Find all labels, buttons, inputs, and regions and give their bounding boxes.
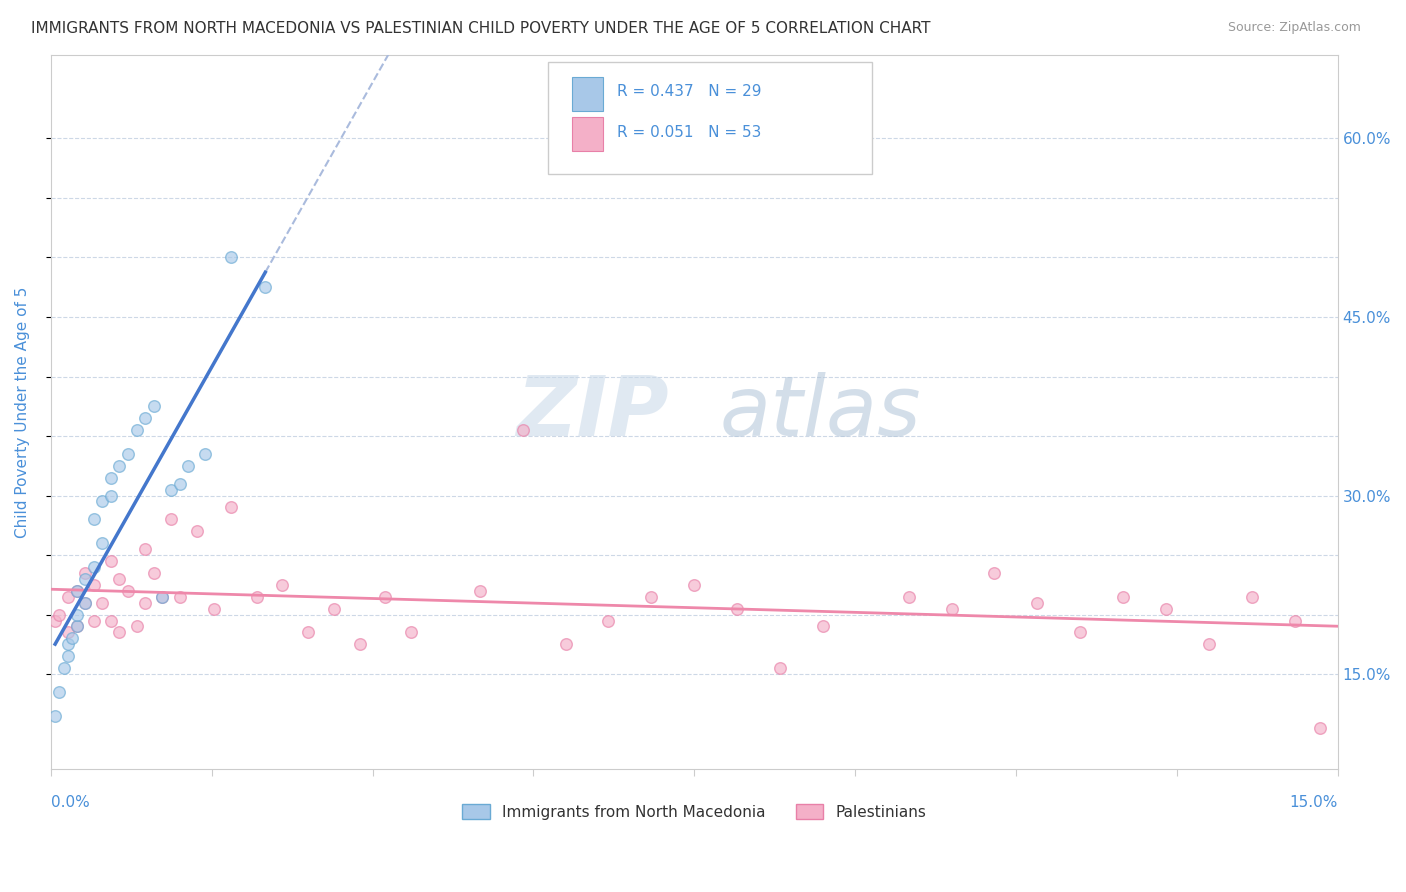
Point <box>65 607 87 622</box>
Point <box>1240 590 1263 604</box>
Point <box>554 637 576 651</box>
Point <box>60 632 83 646</box>
Point <box>56 649 79 664</box>
Point <box>83 512 105 526</box>
Point <box>75 572 97 586</box>
Point <box>323 601 346 615</box>
Point <box>91 494 114 508</box>
Point <box>65 583 87 598</box>
Point <box>75 596 97 610</box>
Point <box>75 566 97 580</box>
Point <box>108 458 131 473</box>
Point <box>48 685 70 699</box>
Text: R = 0.051   N = 53: R = 0.051 N = 53 <box>617 125 762 139</box>
Point <box>56 637 79 651</box>
Point <box>108 572 131 586</box>
Point <box>811 619 834 633</box>
Point <box>125 423 148 437</box>
Point <box>297 625 319 640</box>
Point <box>91 536 114 550</box>
Point <box>598 614 620 628</box>
Text: 15.0%: 15.0% <box>1289 796 1337 811</box>
Point <box>142 399 165 413</box>
Point <box>83 560 105 574</box>
Point <box>254 280 277 294</box>
Point <box>160 512 183 526</box>
Point <box>134 596 156 610</box>
Point <box>44 614 66 628</box>
Point <box>117 583 139 598</box>
Point <box>941 601 963 615</box>
Point <box>202 601 225 615</box>
Point <box>56 625 79 640</box>
Text: 0.0%: 0.0% <box>51 796 90 811</box>
Point <box>65 619 87 633</box>
Point <box>169 590 191 604</box>
Point <box>897 590 920 604</box>
Point <box>160 483 183 497</box>
Point <box>1154 601 1177 615</box>
Point <box>246 590 269 604</box>
Point <box>468 583 491 598</box>
Point <box>1069 625 1091 640</box>
Point <box>48 607 70 622</box>
Point <box>374 590 396 604</box>
Point <box>683 578 706 592</box>
Point <box>108 625 131 640</box>
Point <box>134 542 156 557</box>
Point <box>271 578 294 592</box>
Text: ZIP: ZIP <box>516 372 668 453</box>
Point <box>83 614 105 628</box>
Point <box>1112 590 1135 604</box>
Point <box>91 596 114 610</box>
Point <box>1284 614 1306 628</box>
Legend: Immigrants from North Macedonia, Palestinians: Immigrants from North Macedonia, Palesti… <box>456 798 932 826</box>
Point <box>169 476 191 491</box>
Point <box>100 554 122 568</box>
Point <box>399 625 422 640</box>
Point <box>349 637 371 651</box>
Text: R = 0.437   N = 29: R = 0.437 N = 29 <box>617 85 762 99</box>
Text: IMMIGRANTS FROM NORTH MACEDONIA VS PALESTINIAN CHILD POVERTY UNDER THE AGE OF 5 : IMMIGRANTS FROM NORTH MACEDONIA VS PALES… <box>31 21 931 36</box>
Point <box>56 590 79 604</box>
Point <box>117 447 139 461</box>
Point <box>769 661 792 675</box>
Point <box>125 619 148 633</box>
Point <box>100 614 122 628</box>
Point <box>44 708 66 723</box>
Point <box>150 590 173 604</box>
Point <box>75 596 97 610</box>
Point <box>1198 637 1220 651</box>
Text: atlas: atlas <box>720 372 921 453</box>
Point <box>100 489 122 503</box>
Point <box>186 524 208 539</box>
Point <box>65 583 87 598</box>
Point <box>1309 721 1331 735</box>
Point <box>725 601 748 615</box>
Point <box>194 447 217 461</box>
Text: Source: ZipAtlas.com: Source: ZipAtlas.com <box>1227 21 1361 34</box>
Point <box>52 661 75 675</box>
Point <box>512 423 534 437</box>
Point <box>150 590 173 604</box>
Point <box>1026 596 1049 610</box>
Point <box>100 471 122 485</box>
Point <box>65 619 87 633</box>
Point <box>83 578 105 592</box>
Point <box>142 566 165 580</box>
Point <box>219 500 242 515</box>
Point <box>134 411 156 425</box>
Y-axis label: Child Poverty Under the Age of 5: Child Poverty Under the Age of 5 <box>15 286 30 538</box>
Point <box>219 251 242 265</box>
Point <box>983 566 1005 580</box>
Point <box>640 590 662 604</box>
Point <box>177 458 200 473</box>
